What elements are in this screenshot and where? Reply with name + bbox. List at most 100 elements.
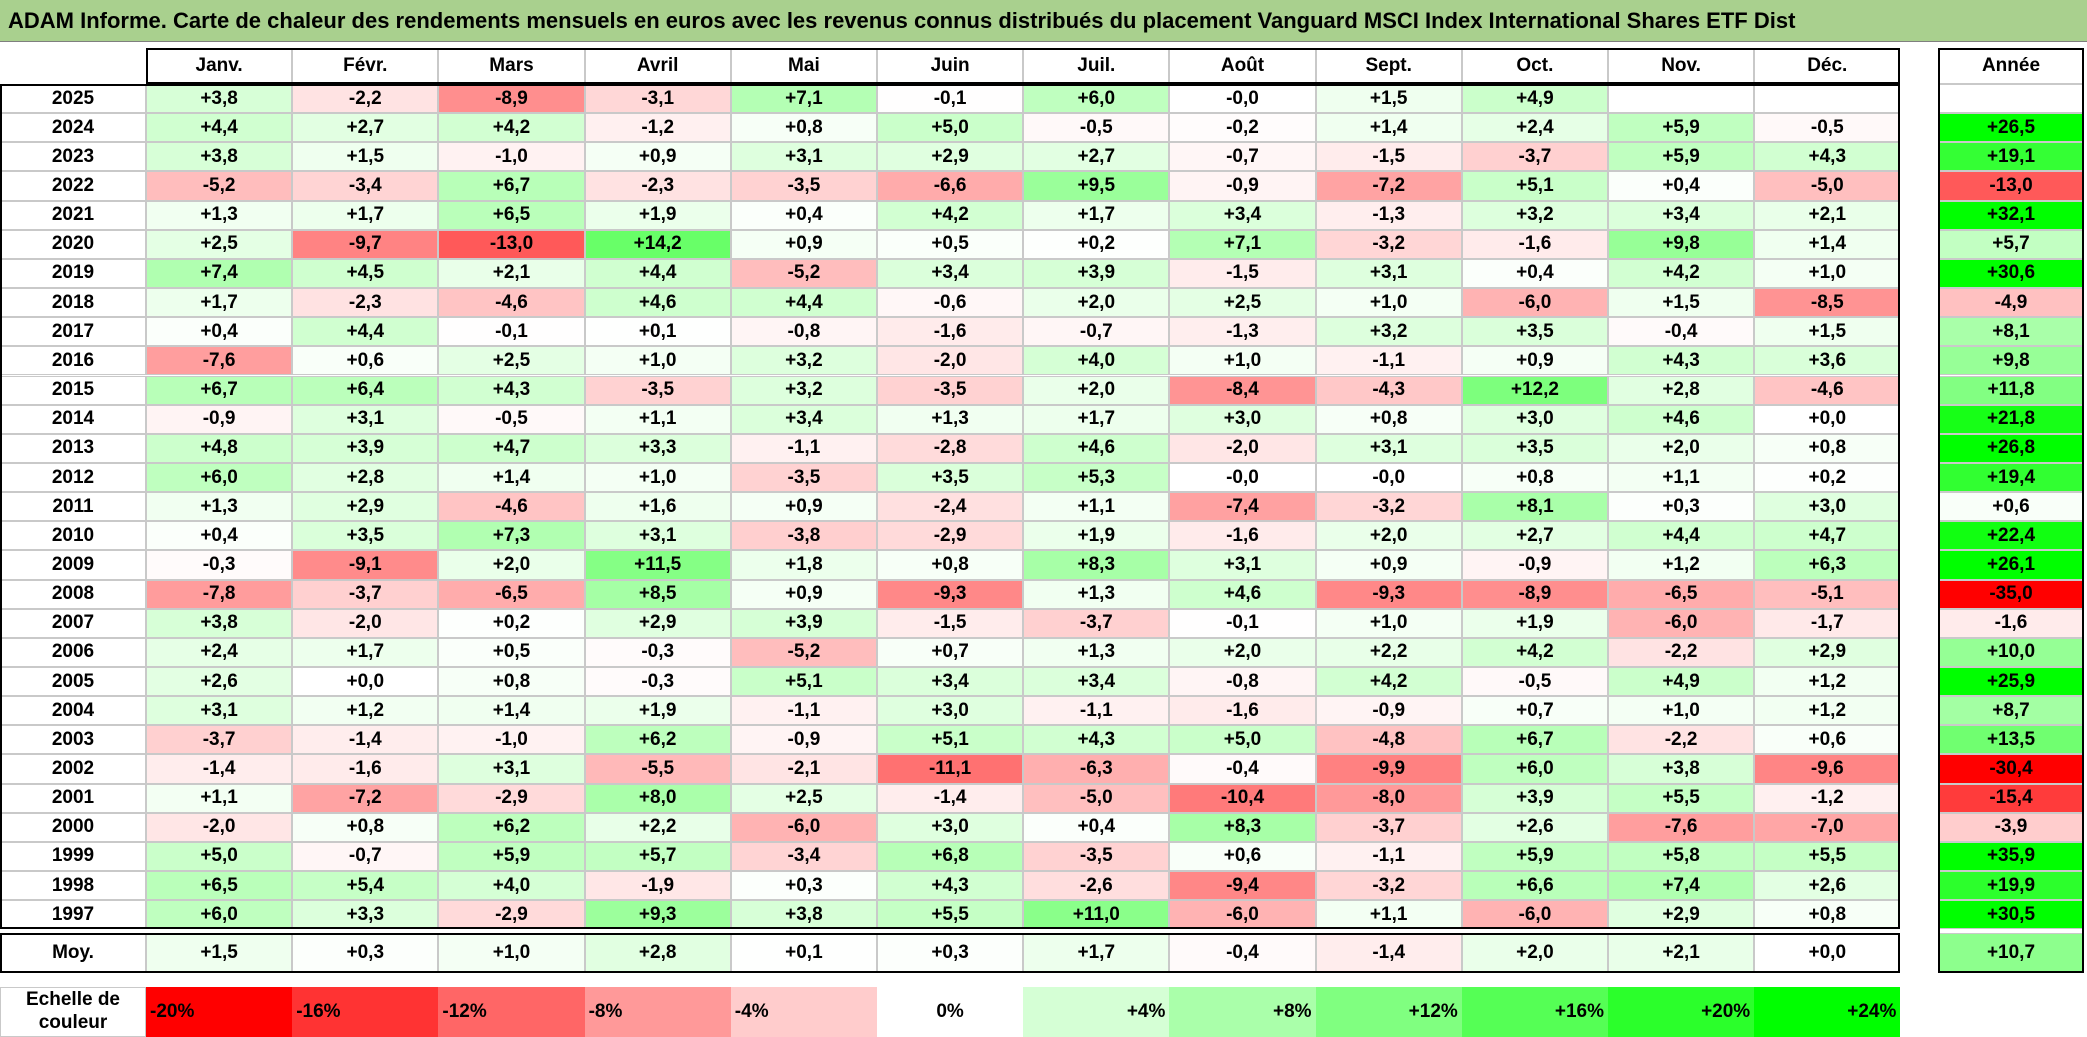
cell-label: +1,9 (638, 699, 677, 721)
cell-label: +4,0 (1077, 349, 1116, 371)
heat-cell: -10,4 (1169, 783, 1316, 813)
cell-label: -1,4 (1372, 942, 1406, 964)
heat-cell: +5,7 (584, 841, 731, 872)
cell-label: +19,1 (1986, 145, 2036, 167)
heat-cell: +0,9 (730, 229, 877, 259)
heat-cell: +12,2 (1461, 375, 1608, 405)
cell-label: +4,4 (785, 291, 823, 313)
cell-label: +3,5 (1516, 437, 1554, 459)
heat-cell: +0,4 (730, 200, 877, 230)
heat-cell: +3,4 (877, 258, 1024, 289)
heat-cell: +1,7 (292, 200, 439, 230)
heat-cell: +5,1 (877, 725, 1024, 755)
cell-label: -4,3 (1372, 379, 1406, 401)
cell-label: +19,4 (1986, 466, 2036, 488)
heat-cell: -1,6 (292, 754, 439, 784)
cell-label: +0,6 (1992, 495, 2030, 517)
cell-label: -9,9 (1372, 758, 1406, 779)
row-header: 2012 (0, 462, 146, 493)
heat-cell: +6,7 (146, 375, 293, 405)
heat-cell: +3,0 (1461, 404, 1608, 434)
cell-label: +3,2 (785, 379, 823, 401)
cell-label: +3,1 (200, 699, 238, 721)
cell-label: +2,1 (1808, 204, 1847, 226)
annual-cell: +26,1 (1938, 550, 2084, 580)
cell-label: -3,7 (1372, 816, 1406, 838)
heat-cell (1608, 84, 1755, 114)
cell-label: -4,9 (1994, 291, 2028, 313)
cell-label: +0,6 (1223, 845, 1262, 867)
cell-label: +1,9 (1077, 524, 1116, 546)
cell-label: +6,7 (492, 175, 531, 196)
cell-label: +2,1 (1662, 942, 1700, 964)
heat-cell: -2,0 (877, 346, 1024, 376)
cell-label: -0,3 (641, 670, 675, 692)
heat-cell: +4,2 (1461, 637, 1608, 667)
heat-cell: +3,1 (584, 521, 731, 551)
cell-label: +0,8 (492, 670, 531, 692)
heat-cell: +4,6 (1023, 433, 1170, 463)
cell-label: +1,9 (1516, 612, 1554, 634)
cell-label: -3,9 (1994, 816, 2028, 838)
cell-label: +2,7 (346, 116, 385, 138)
heat-cell: -3,1 (584, 84, 731, 114)
cell-label: -3,1 (641, 87, 675, 109)
cell-label: -0,3 (202, 553, 236, 575)
cell-label: +5,8 (1662, 845, 1700, 867)
row-header: 2009 (0, 550, 146, 580)
cell-label: +3,1 (638, 524, 677, 546)
cell-label: -0,4 (1226, 758, 1259, 779)
heat-cell: +1,7 (1023, 404, 1170, 434)
cell-label: +1,0 (638, 466, 677, 488)
heat-cell: +4,2 (438, 113, 585, 143)
annual-cell: -1,6 (1938, 608, 2084, 638)
heat-cell: -1,3 (1169, 317, 1316, 347)
cell-label: -1,1 (1372, 845, 1406, 867)
heat-cell: -9,3 (1315, 579, 1462, 609)
cell-label: +3,3 (638, 437, 677, 459)
cell-label: +1,3 (1077, 641, 1116, 663)
heat-cell: -1,2 (1754, 783, 1901, 813)
cell-label: +1,4 (492, 699, 531, 721)
cell-label: -1,6 (1518, 233, 1552, 255)
cell-label: -1,4 (348, 728, 382, 750)
cell-label: +0,8 (1369, 408, 1408, 430)
cell-label: +1,0 (1808, 262, 1847, 284)
heat-cell: +2,4 (146, 637, 293, 667)
heat-cell: -6,0 (1608, 608, 1755, 638)
cell-label: +26,8 (1986, 437, 2036, 459)
heat-cell: +2,8 (1608, 375, 1755, 405)
cell-label: +1,5 (1369, 87, 1408, 109)
column-header: Mai (730, 48, 877, 84)
heat-cell: +3,8 (1608, 754, 1755, 784)
heat-cell: +2,0 (438, 550, 585, 580)
cell-label: +2,6 (1808, 874, 1847, 896)
cell-label: +0,9 (785, 583, 823, 605)
cell-label: -2,1 (787, 758, 821, 779)
cell-label: +0,8 (346, 816, 385, 838)
cell-label: +1,5 (1662, 291, 1700, 313)
heat-cell: -4,6 (1754, 375, 1901, 405)
annual-cell: -13,0 (1938, 171, 2084, 201)
cell-label: +3,2 (1369, 320, 1408, 342)
heat-cell: +4,6 (584, 288, 731, 318)
cell-label: +0,4 (1077, 816, 1116, 838)
cell-label: +0,4 (1516, 262, 1554, 284)
cell-label: +0,2 (1808, 466, 1847, 488)
cell-label: -0,7 (348, 845, 382, 867)
scale-label: -4% (734, 1001, 769, 1023)
row-header: 2001 (0, 783, 146, 813)
cell-label: -3,2 (1372, 495, 1406, 517)
heat-cell: +4,2 (877, 200, 1024, 230)
cell-label: +3,4 (1223, 204, 1262, 226)
cell-label: +4,4 (200, 116, 238, 138)
heat-cell: -0,1 (877, 84, 1024, 114)
heat-cell: +1,4 (1754, 229, 1901, 259)
heat-cell: +0,3 (1608, 492, 1755, 522)
cell-label: -4,8 (1372, 728, 1406, 750)
cell-label: -9,1 (348, 553, 382, 575)
heat-cell: +1,1 (1608, 462, 1755, 493)
heat-cell: -0,0 (1169, 462, 1316, 493)
heat-cell: +7,1 (730, 84, 877, 114)
cell-label: +7,4 (1662, 874, 1700, 896)
